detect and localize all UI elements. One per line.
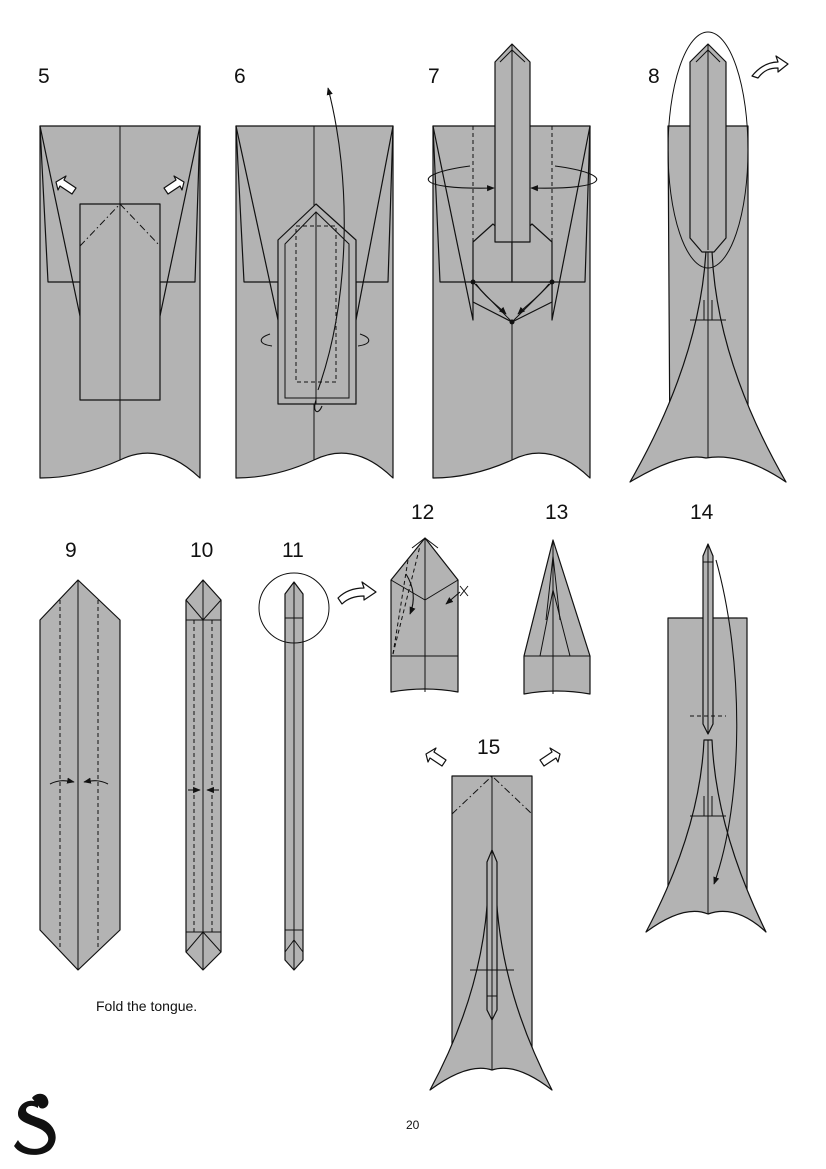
rotate-arrow-icon [751, 55, 789, 79]
step-caption: Fold the tongue. [96, 998, 198, 1014]
step-number-7: 7 [428, 65, 440, 88]
diagram-step-7 [427, 43, 598, 479]
diagram-step-10 [185, 579, 222, 971]
step-number-6: 6 [234, 65, 246, 88]
diagram-step-11 [258, 572, 377, 971]
push-arrow-right-icon [539, 747, 561, 767]
diagram-step-8 [629, 31, 789, 483]
step-number-12: 12 [411, 501, 435, 524]
step-number-14: 14 [690, 501, 714, 524]
zoom-arrow-icon [337, 581, 377, 605]
diagram-step-13 [523, 539, 591, 695]
diagram-step-15 [425, 747, 561, 1091]
step-number-5: 5 [38, 65, 50, 88]
diagram-step-14 [645, 543, 767, 933]
diagram-step-6 [235, 87, 394, 479]
step-number-9: 9 [65, 539, 77, 562]
diagram-step-5 [39, 125, 201, 479]
push-arrow-left-icon [425, 747, 447, 767]
push-arrow-right-icon [163, 175, 185, 195]
step-number-11: 11 [282, 539, 304, 562]
diagram-step-9 [39, 579, 121, 971]
diagram-step-12 [390, 537, 469, 693]
step-number-10: 10 [190, 539, 214, 562]
cobra-snake-logo [14, 1093, 56, 1155]
step-number-13: 13 [545, 501, 569, 524]
step-number-15: 15 [477, 736, 501, 759]
page-number: 20 [406, 1118, 420, 1132]
push-arrow-left-icon [55, 175, 77, 195]
step-number-8: 8 [648, 65, 660, 88]
